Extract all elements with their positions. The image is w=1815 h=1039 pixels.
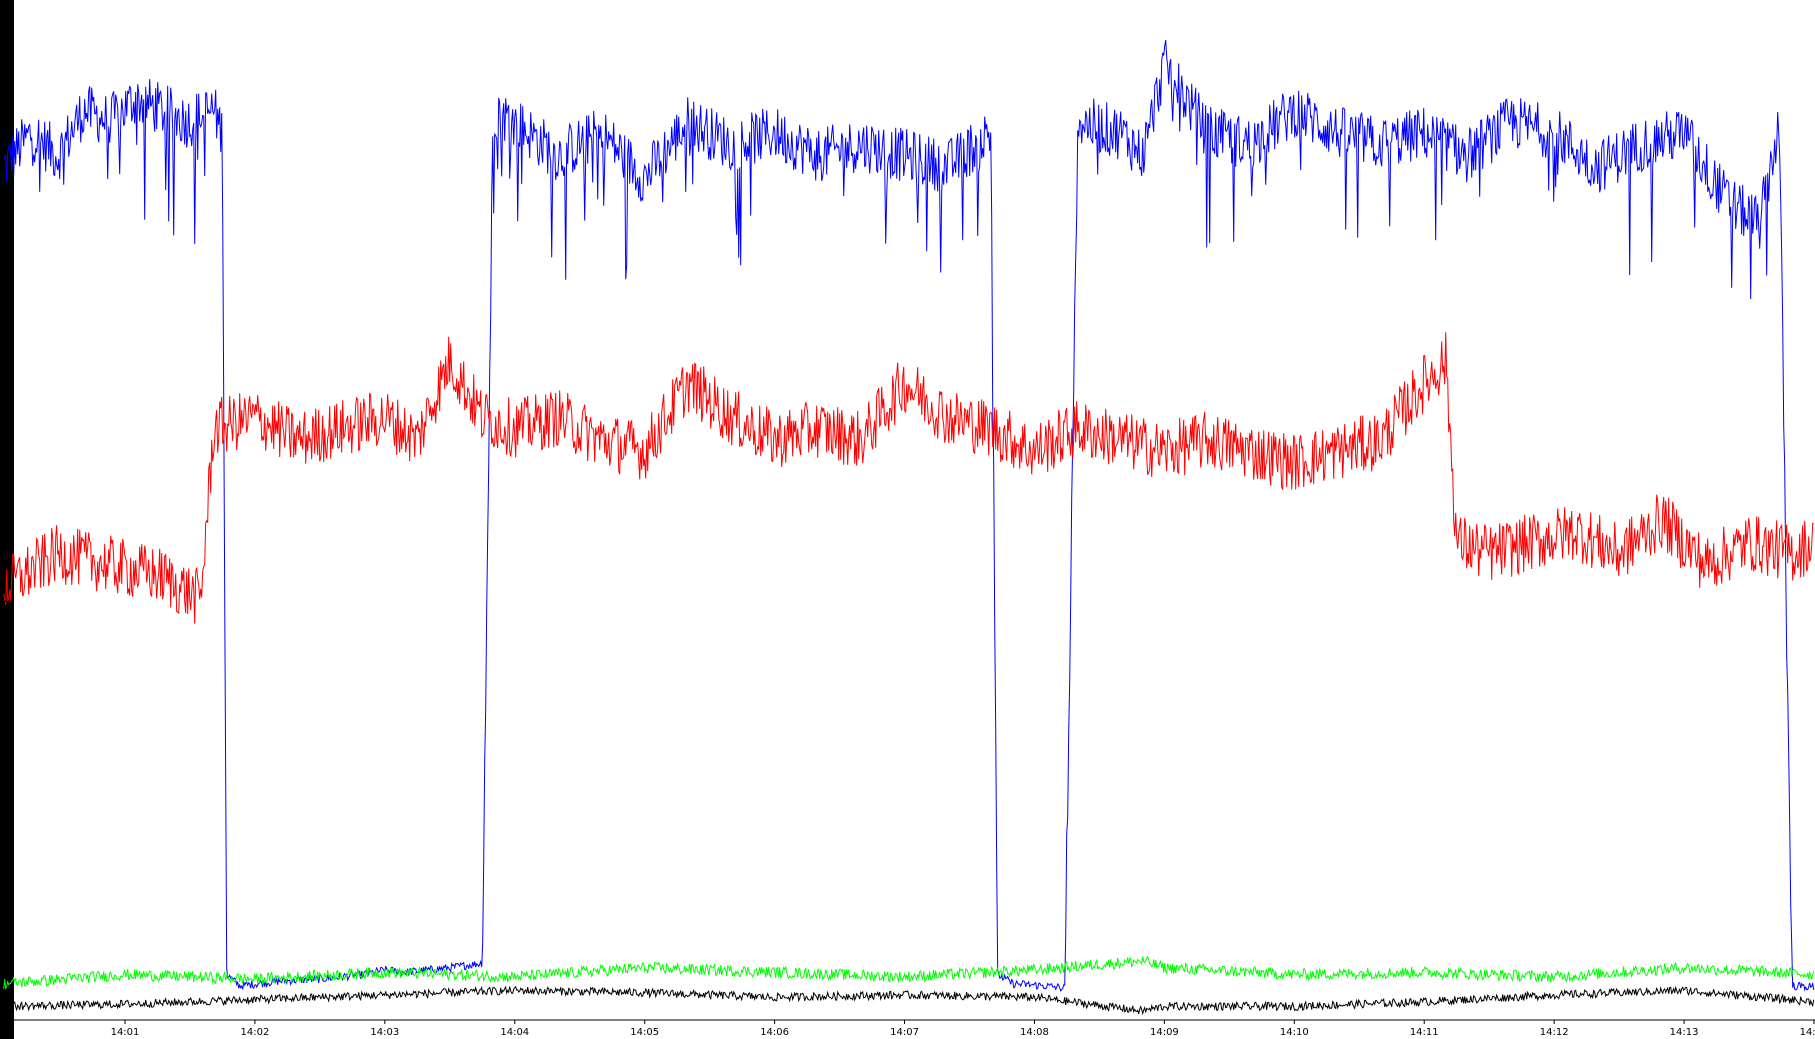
x-axis-ticks: 14:01 14:02 14:03 14:04 14:05 14:06 14:07 14:08… (111, 1020, 1815, 1038)
x-tick-label: 14:03 (370, 1027, 399, 1038)
y-tick-label: 896 (3, 807, 14, 826)
x-tick-label: 14:06 (760, 1027, 789, 1038)
y-tick-label: 0 (3, 1013, 14, 1019)
series-layer (3, 39, 1815, 1016)
series-line-3 (3, 955, 1815, 990)
y-tick-label: 1345 (3, 701, 14, 726)
x-tick-label: 14:02 (241, 1027, 270, 1038)
y-tick-label: 3138 (3, 293, 14, 318)
x-tick-label: 14:12 (1540, 1027, 1569, 1038)
x-tick-label: 14:13 (1670, 1027, 1699, 1038)
x-tick-label: 14:05 (630, 1027, 659, 1038)
y-tick-label: 3587 (3, 191, 14, 216)
y-tick-label: 4484 (3, 7, 14, 32)
x-tick-label: 14:07 (890, 1027, 919, 1038)
y-tick-label: 4035 (3, 89, 14, 114)
y-tick-label: 448 (3, 909, 14, 928)
y-axis-ticks: 0 448 896 1345 1793 2242 2690 3138 3587 4035 4484 (3, 7, 14, 1019)
x-tick-label: 14:10 (1280, 1027, 1309, 1038)
x-tick-label: 14:08 (1020, 1027, 1049, 1038)
x-tick-label: 14:14 (1800, 1027, 1815, 1038)
y-tick-label: 2242 (3, 497, 14, 522)
y-tick-label: 2690 (3, 395, 14, 420)
x-tick-label: 14:09 (1150, 1027, 1179, 1038)
x-tick-label: 14:01 (111, 1027, 140, 1038)
series-line-2 (3, 332, 1814, 624)
series-line-1 (3, 39, 1815, 992)
y-axis-band (0, 0, 14, 1039)
x-tick-label: 14:04 (500, 1027, 529, 1038)
series-line-4 (3, 985, 1815, 1016)
y-tick-label: 1793 (3, 599, 14, 624)
x-tick-label: 14:11 (1410, 1027, 1439, 1038)
